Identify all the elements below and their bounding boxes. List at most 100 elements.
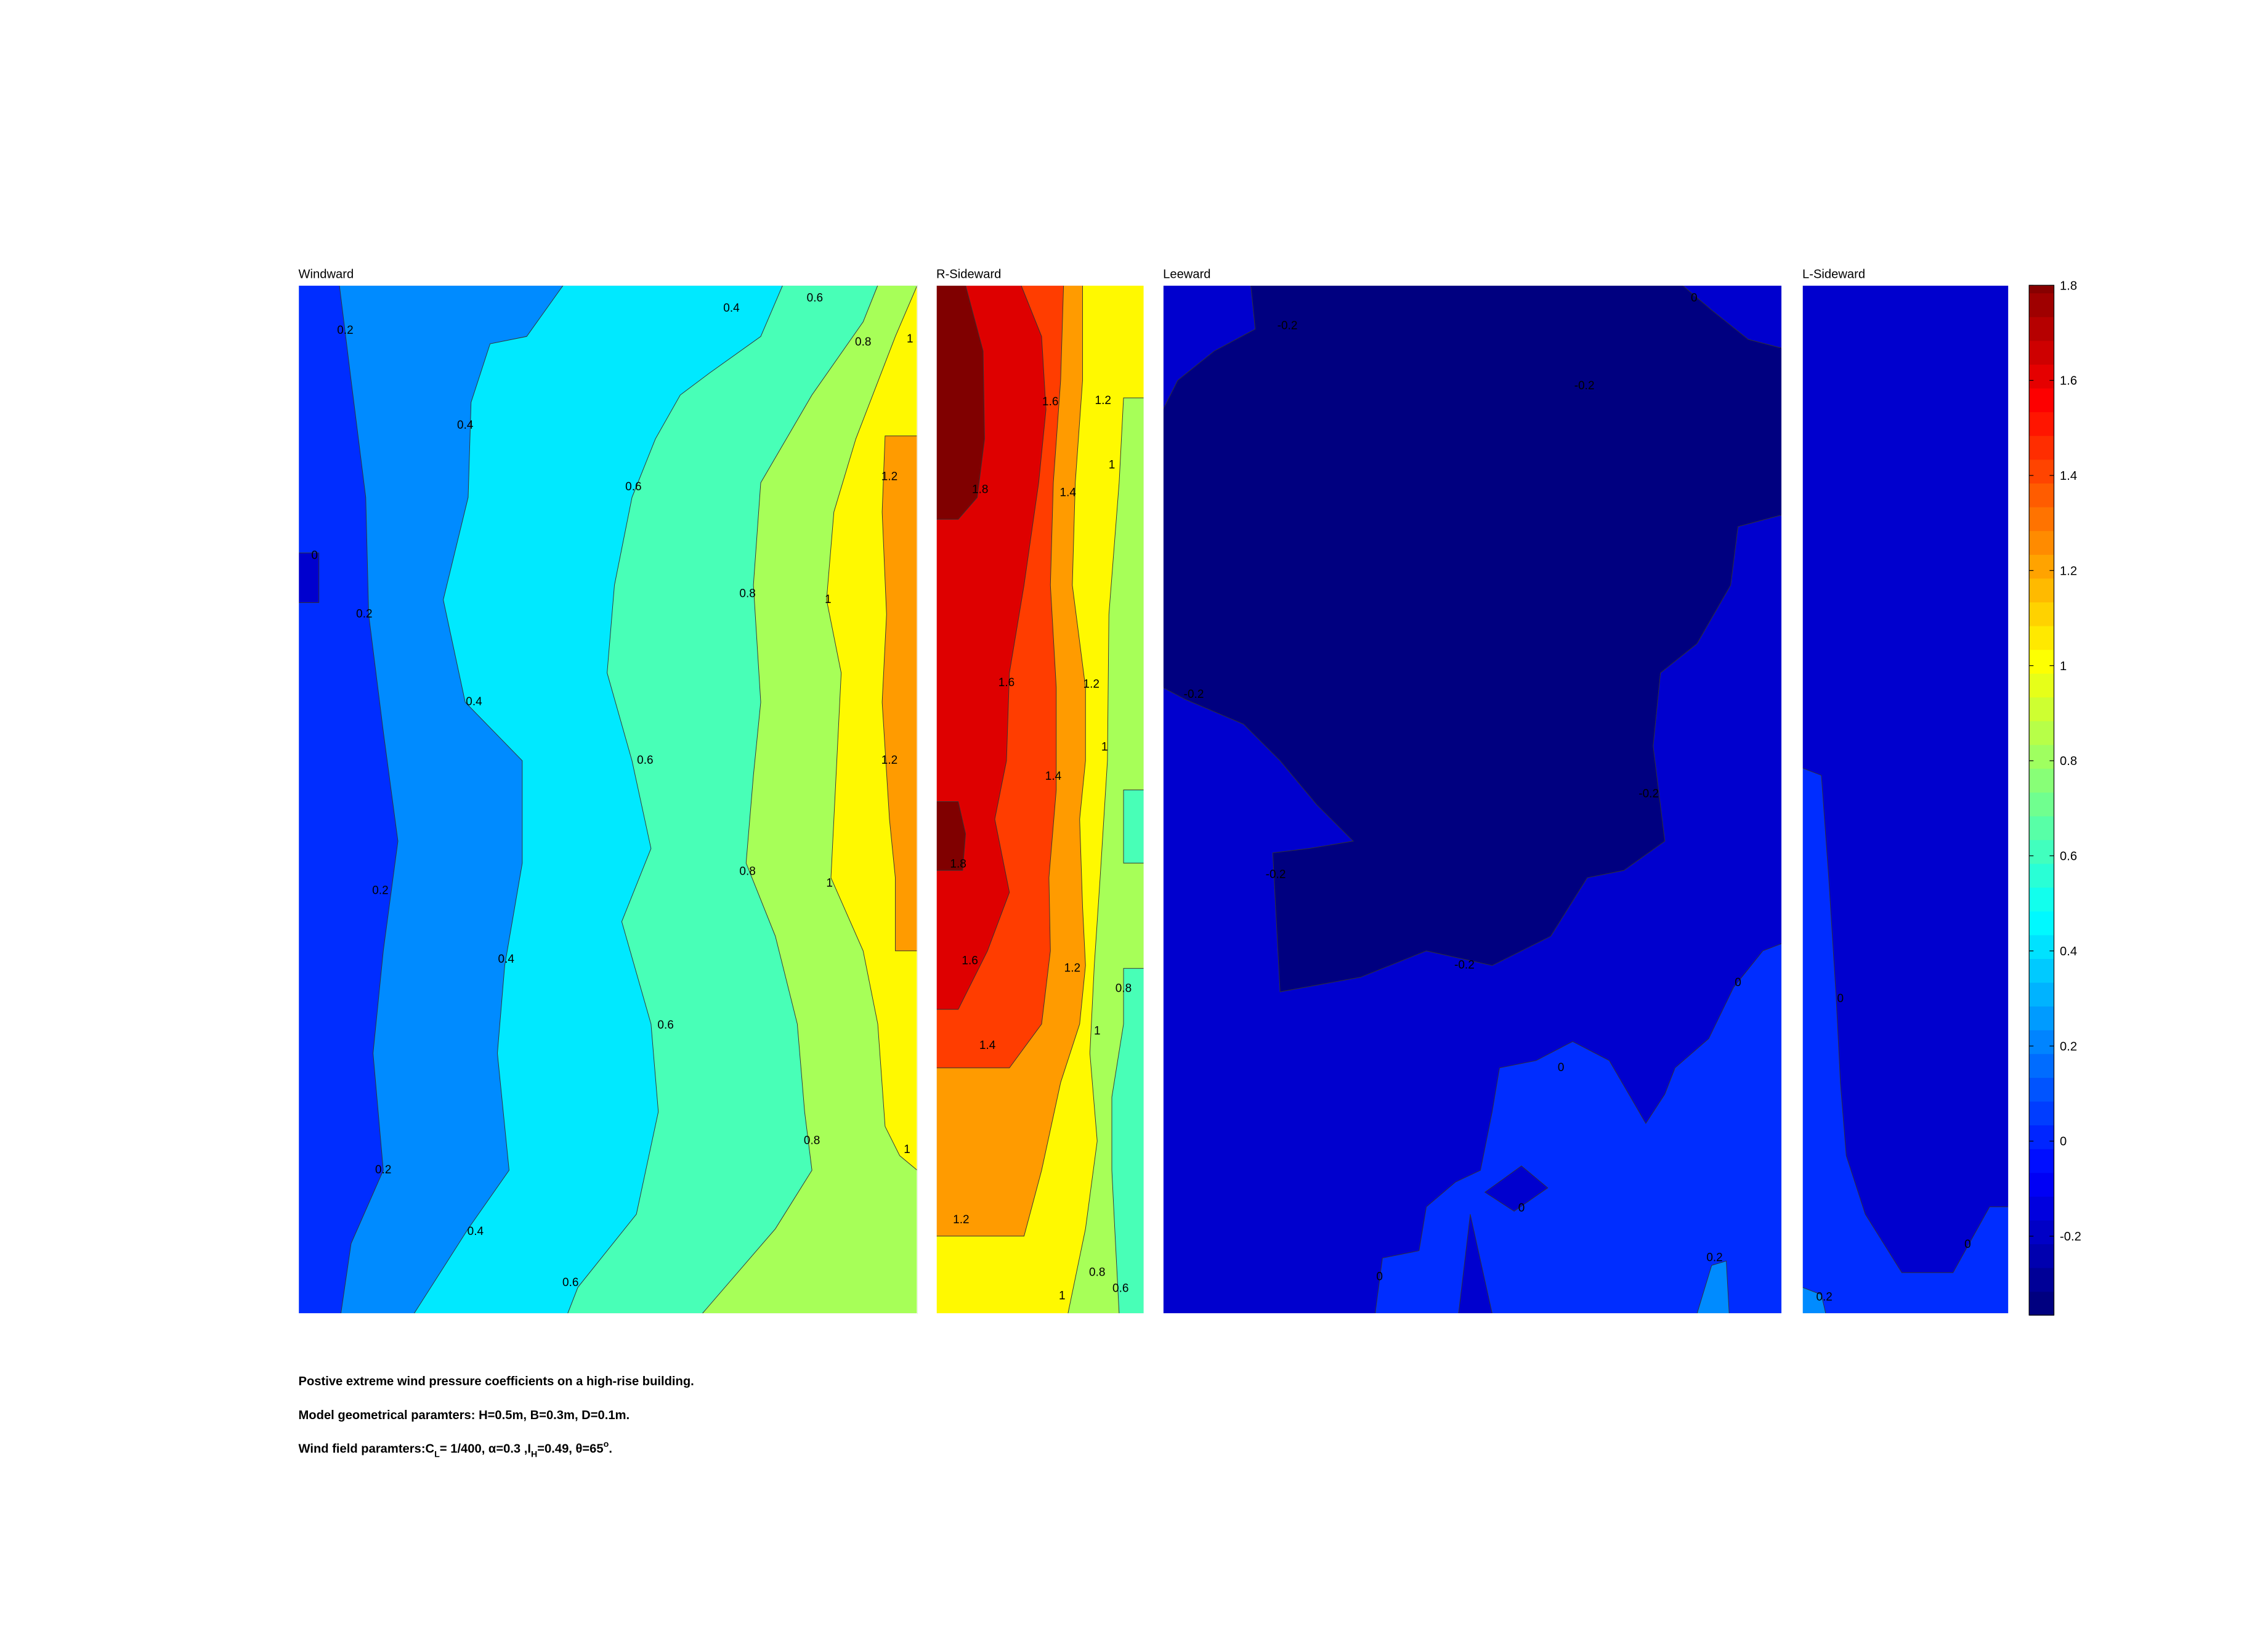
- colorbar-tick-label: 0.2: [2060, 1040, 2077, 1053]
- contour-label: 1.6: [998, 676, 1015, 689]
- colorbar-step: [2029, 293, 2054, 317]
- contour-label: -0.2: [1638, 788, 1659, 801]
- colorbar-tick-label: 1.4: [2060, 469, 2077, 483]
- colorbar-step: [2029, 744, 2054, 769]
- contour-label: 0.2: [356, 608, 372, 621]
- contour-label: 0.4: [466, 695, 482, 708]
- colorbar-step: [2029, 1196, 2054, 1221]
- colorbar-step: [2029, 1101, 2054, 1126]
- contour-label: 1.4: [979, 1039, 996, 1052]
- contour-label: 1: [904, 1143, 910, 1156]
- colorbar-step: [2029, 1220, 2054, 1245]
- contour-label: 0.6: [1112, 1282, 1128, 1295]
- contour-label: 1: [825, 593, 832, 606]
- contour-label: 0.8: [739, 587, 755, 600]
- contour-label: -0.2: [1454, 959, 1475, 972]
- contour-label: 1: [1059, 1289, 1066, 1302]
- colorbar-step: [2029, 887, 2054, 912]
- panel: 1.8 1.8 1.6 1.6 1.6 1.4 1.4 1.4 1.2 1.2 1.2 1.2 1 1 1 1…: [936, 285, 1144, 1314]
- panel: 0.2 0.2 0.2 0.2 0.4 0.4 0.4 0.4 0.4 0.6 0.6 0.6 0.6 0…: [298, 285, 918, 1314]
- colorbar-step: [2029, 1267, 2054, 1292]
- colorbar-step: [2029, 1125, 2054, 1149]
- colorbar-tick-label: 0.8: [2060, 755, 2077, 768]
- contour-label: 1.2: [953, 1213, 969, 1226]
- contour-label: 0.6: [637, 754, 653, 767]
- contour-label: 0: [1691, 292, 1698, 305]
- colorbar-step: [2029, 768, 2054, 793]
- contour-band: [1162, 285, 1783, 992]
- colorbar-step: [2029, 1029, 2054, 1054]
- contour-label: 0.2: [375, 1163, 391, 1176]
- contour-label: -0.2: [1184, 688, 1204, 701]
- colorbar-step: [2029, 364, 2054, 389]
- contour-label: 1.2: [881, 470, 897, 483]
- contour-label: 0.4: [723, 302, 740, 315]
- colorbar-step: [2029, 1006, 2054, 1030]
- contour-label: 1.2: [1064, 961, 1080, 974]
- contour-label: 0: [1964, 1238, 1971, 1251]
- contour-band: [936, 285, 985, 520]
- contour-label: -0.2: [1266, 868, 1286, 881]
- colorbar-step: [2029, 317, 2054, 341]
- contour-label: 0: [1735, 976, 1741, 989]
- contour-label: 1.6: [1042, 395, 1058, 408]
- colorbar-step: [2029, 483, 2054, 508]
- contour-label: 1: [1094, 1024, 1101, 1037]
- contour-label: 0.8: [804, 1135, 820, 1147]
- panel-title: L-Sideward: [1802, 267, 1865, 281]
- colorbar-step: [2029, 578, 2054, 602]
- panel-frame: [936, 285, 1144, 1314]
- contour-label: 0: [1518, 1202, 1525, 1215]
- contour-label: 0.4: [468, 1225, 484, 1238]
- colorbar-tick-label: 1.2: [2060, 564, 2077, 578]
- caption-line: Wind field paramters:CL= 1/400, α=0.3 ,I…: [299, 1439, 612, 1460]
- colorbar-step: [2029, 506, 2054, 532]
- colorbar-step: [2029, 1148, 2054, 1173]
- contour-band: [1123, 790, 1144, 864]
- panel-frame: [298, 285, 918, 1314]
- caption-part: .: [609, 1442, 612, 1455]
- colorbar-step: [2029, 673, 2054, 698]
- panel: 000.2: [1802, 285, 2009, 1314]
- colorbar-step: [2029, 934, 2054, 959]
- contour-label: 1: [1101, 741, 1108, 754]
- colorbar-step: [2029, 911, 2054, 936]
- contour-label: 0.4: [498, 953, 515, 966]
- contour-label: 0.2: [337, 324, 353, 337]
- contour-label: 1.8: [950, 858, 966, 871]
- colorbar-step: [2029, 387, 2054, 413]
- contour-label: 1.6: [962, 954, 978, 967]
- colorbar-tick-label: 0.6: [2060, 850, 2077, 864]
- colorbar-step: [2029, 411, 2054, 436]
- colorbar-step: [2029, 285, 2054, 294]
- contour-label: 0.8: [855, 336, 871, 349]
- colorbar-step: [2029, 530, 2054, 555]
- colorbar-step: [2029, 602, 2054, 626]
- contour-label: 0: [1837, 992, 1844, 1005]
- panel-title: Windward: [299, 267, 354, 281]
- colorbar-step: [2029, 625, 2054, 650]
- contour-label: 1: [1109, 458, 1116, 471]
- colorbar-step: [2029, 863, 2054, 888]
- panel: -0.2 -0.2 -0.2 -0.2 -0.2 -0.2 0 0 0 0 0 0.2: [1162, 285, 1783, 1314]
- colorbar-step: [2029, 1172, 2054, 1197]
- colorbar-step: [2029, 554, 2054, 579]
- colorbar-step: [2029, 1053, 2054, 1078]
- contour-label: 0.2: [1706, 1252, 1722, 1265]
- contour-label: 1.8: [972, 484, 988, 496]
- colorbar-step: [2029, 815, 2054, 840]
- contour-label: 1: [826, 877, 833, 890]
- contour-label: 0.4: [457, 419, 474, 432]
- colorbar-step: [2029, 435, 2054, 460]
- colorbar-tick-label: -0.2: [2060, 1230, 2081, 1244]
- contour-label: 0.6: [807, 292, 823, 305]
- contour-label: 0.8: [739, 865, 755, 878]
- panel-frame: [1162, 285, 1783, 1314]
- caption-line: Postive extreme wind pressure coefficien…: [299, 1375, 694, 1388]
- colorbar-tick-label: 0.4: [2060, 945, 2077, 958]
- colorbar-tick-label: 1.6: [2060, 374, 2077, 388]
- colorbar-step: [2029, 459, 2054, 484]
- contour-label: 0.2: [372, 884, 388, 897]
- colorbar-step: [2029, 1244, 2054, 1268]
- contour-label: 1.4: [1045, 770, 1062, 783]
